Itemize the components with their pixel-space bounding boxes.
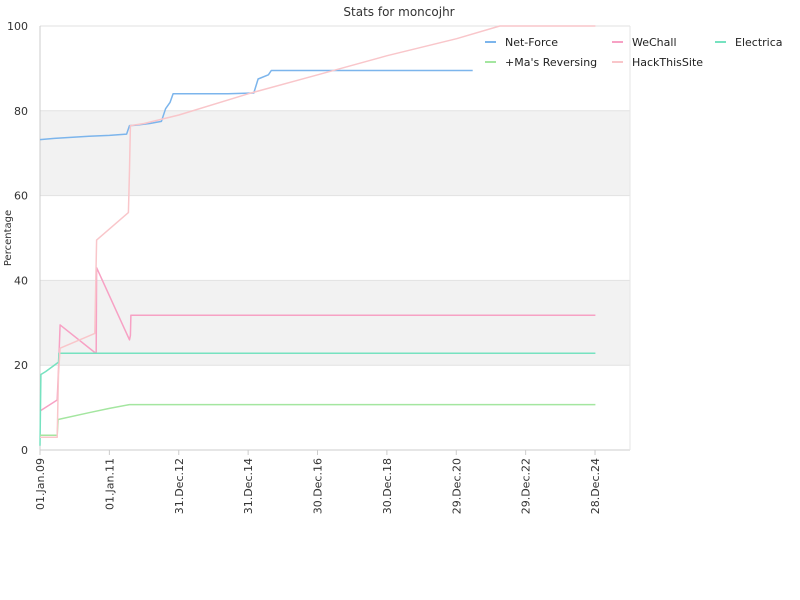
y-tick-label: 60: [14, 190, 28, 203]
legend-label: Electrica: [735, 36, 783, 49]
x-tick-label: 30.Dec.18: [381, 458, 394, 514]
y-tick-label: 40: [14, 274, 28, 287]
x-tick-label: 30.Dec.16: [312, 458, 325, 514]
y-tick-label: 20: [14, 359, 28, 372]
grid-bands: [40, 110, 630, 366]
y-tick-label: 100: [7, 20, 28, 33]
x-tick-label: 28.Dec.24: [589, 458, 602, 514]
x-tick-label: 29.Dec.22: [520, 458, 533, 514]
legend-label: WeChall: [632, 36, 677, 49]
grid-lines: [40, 25, 630, 451]
legend-item-hackthissite[interactable]: HackThisSite: [612, 56, 703, 69]
y-axis-ticks: 0 20 40 60 80 100: [7, 20, 28, 457]
axes: [39, 26, 631, 451]
legend-item-wechall[interactable]: WeChall: [612, 36, 677, 49]
legend-label: Net-Force: [505, 36, 558, 49]
series-line-net-force: [39, 69, 473, 141]
y-tick-label: 80: [14, 105, 28, 118]
legend-item-ma-s-reversing[interactable]: +Ma's Reversing: [485, 56, 597, 69]
x-axis-ticks: 01.Jan.09 01.Jan.11 31.Dec.12 31.Dec.14 30.D…: [34, 450, 602, 514]
series-line-electrica: [39, 352, 596, 446]
series-group: [39, 25, 596, 446]
chart-title: Stats for moncojhr: [343, 5, 454, 19]
legend-label: +Ma's Reversing: [505, 56, 597, 69]
y-axis-label: Percentage: [3, 210, 14, 266]
x-tick-label: 31.Dec.14: [242, 458, 255, 514]
x-tick-label: 01.Jan.11: [103, 458, 116, 510]
legend-item-net-force[interactable]: Net-Force: [485, 36, 558, 49]
x-tick-label: 31.Dec.12: [173, 458, 186, 514]
x-tick-label: 01.Jan.09: [34, 458, 47, 510]
series-line-hackthissite: [40, 25, 596, 439]
y-tick-label: 0: [21, 444, 28, 457]
legend-item-electrica[interactable]: Electrica: [715, 36, 783, 49]
x-tick-label: 29.Dec.20: [450, 458, 463, 514]
legend-label: HackThisSite: [632, 56, 703, 69]
series-line-ma-s-reversing: [40, 403, 596, 436]
grid-band: [40, 280, 630, 366]
legend[interactable]: Net-Force WeChall Electrica +Ma's Reversing…: [485, 36, 783, 69]
